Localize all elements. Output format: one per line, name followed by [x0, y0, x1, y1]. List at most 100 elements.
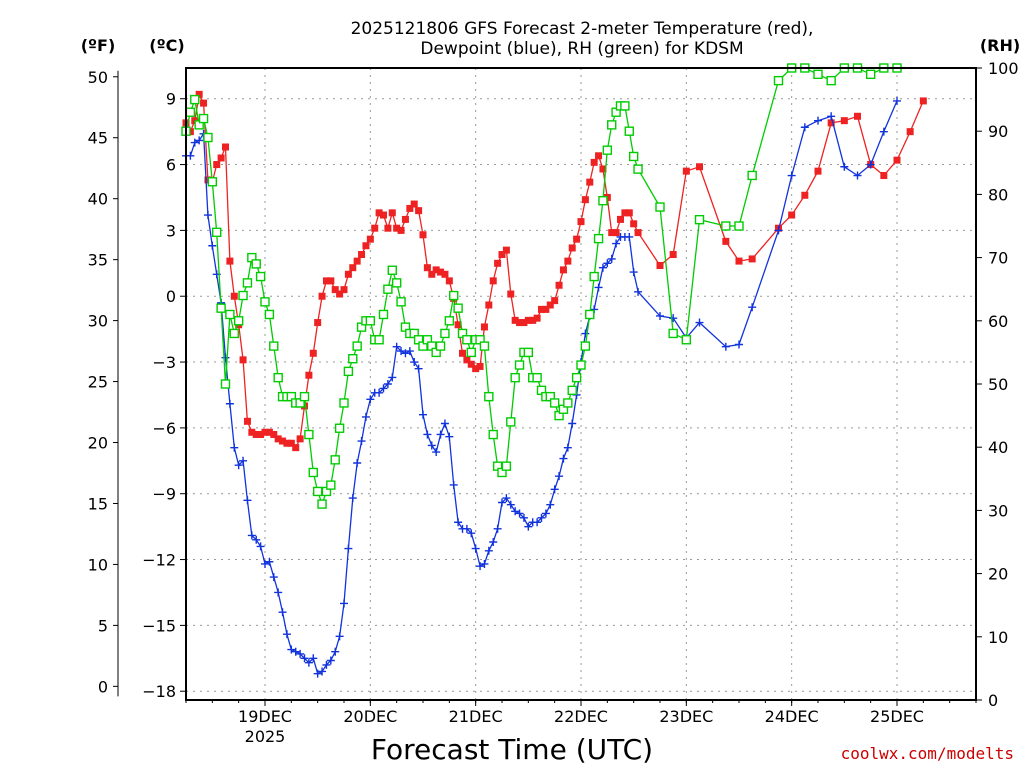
temperature-point — [371, 224, 379, 232]
x-tick-label: 24DEC — [765, 707, 819, 726]
temperature-point — [257, 430, 265, 438]
dewpoint-point — [787, 171, 796, 180]
x-tick-label: 22DEC — [554, 707, 608, 726]
rh-point — [269, 341, 279, 351]
dewpoint-point — [357, 437, 366, 446]
temperature-point — [748, 255, 756, 263]
rh-point — [190, 94, 200, 105]
dewpoint-point — [296, 649, 305, 658]
rh-point — [532, 372, 542, 383]
temperature-series — [182, 90, 927, 452]
rh-point — [576, 360, 586, 370]
dewpoint-point — [467, 529, 476, 538]
temperature-point — [555, 281, 563, 289]
rh-point — [549, 398, 560, 408]
dewpoint-point — [269, 573, 278, 582]
dewpoint-point — [827, 112, 836, 121]
credit-link[interactable]: coolwx.com/modelts — [841, 744, 1014, 763]
temperature-point — [538, 305, 545, 313]
rh-point — [585, 309, 595, 320]
rh-point — [220, 379, 231, 389]
chart-title-line1: 2025121806 GFS Forecast 2-meter Temperat… — [351, 19, 814, 39]
temperature-point — [243, 417, 251, 425]
dewpoint-point — [634, 287, 643, 296]
y-tick-f-label: 10 — [88, 555, 108, 574]
y-tick-rh-label: 40 — [988, 438, 1008, 457]
dewpoint-point — [239, 456, 248, 465]
y-tick-c-label: −18 — [142, 682, 176, 701]
rh-point — [826, 75, 836, 86]
dewpoint-point — [379, 384, 388, 393]
rh-point — [229, 328, 239, 339]
dewpoint-point — [331, 647, 340, 656]
rh-line — [185, 67, 897, 507]
temperature-point — [814, 167, 822, 175]
rh-point — [352, 341, 362, 351]
temperature-point — [314, 319, 322, 327]
dewpoint-point — [318, 667, 327, 676]
dewpoint-point — [432, 448, 441, 457]
temperature-point — [551, 297, 559, 305]
temperature-point — [459, 349, 466, 357]
rh-point — [607, 120, 617, 130]
rh-point — [299, 391, 310, 402]
temperature-point — [344, 270, 352, 278]
rh-point — [435, 341, 446, 351]
dewpoint-point — [423, 430, 432, 439]
dewpoint-point — [546, 500, 555, 509]
rh-point — [383, 284, 393, 294]
dewpoint-point — [195, 136, 204, 145]
temperature-point — [340, 286, 348, 294]
rh-point — [479, 341, 490, 351]
rh-point — [624, 126, 634, 136]
rh-axis-unit: (RH) — [980, 36, 1020, 55]
temperature-point — [480, 323, 488, 331]
temperature-point — [502, 246, 510, 254]
y-tick-f-label: 15 — [88, 494, 108, 513]
dewpoint-point — [462, 524, 471, 533]
dewpoint-point — [225, 399, 234, 408]
y-tick-f-label: 40 — [88, 190, 108, 209]
temperature-point — [287, 439, 295, 447]
temperature-point — [564, 257, 572, 265]
dewpoint-point — [695, 318, 704, 327]
dewpoint-point — [265, 557, 274, 566]
dewpoint-point — [550, 485, 559, 494]
y-tick-f-label: 50 — [88, 68, 108, 87]
dewpoint-point — [625, 232, 634, 241]
rh-point — [185, 107, 196, 117]
dewpoint-series — [182, 96, 901, 678]
rh-point — [207, 177, 218, 187]
dewpoint-point — [405, 347, 414, 356]
dewpoint-point — [598, 263, 607, 272]
temperature-point — [656, 262, 664, 269]
temperature-point — [406, 204, 414, 212]
y-tick-rh-label: 30 — [988, 501, 1008, 520]
x-tick-label: 25DEC — [870, 707, 924, 726]
x-tick-label: 21DEC — [449, 707, 503, 726]
rh-point — [308, 467, 318, 478]
dewpoint-point — [581, 329, 590, 338]
rh-point — [580, 341, 591, 351]
y-tick-f-label: 35 — [88, 251, 108, 270]
rh-point — [216, 303, 226, 313]
rh-point — [602, 145, 613, 155]
rh-point — [326, 480, 336, 490]
dewpoint-point — [304, 658, 313, 667]
rh-point — [233, 316, 244, 326]
fahrenheit-axis-unit: (ºF) — [81, 36, 116, 55]
dewpoint-point — [603, 259, 612, 268]
dewpoint-point — [414, 364, 423, 373]
temperature-point — [494, 259, 502, 267]
dewpoint-point — [419, 410, 427, 419]
rh-point — [721, 221, 731, 231]
rh-point — [593, 233, 604, 244]
dewpoint-point — [559, 454, 568, 463]
dewpoint-point — [449, 480, 458, 489]
rh-point — [506, 417, 516, 427]
temperature-point — [463, 356, 471, 364]
temperature-point — [621, 209, 629, 217]
temperature-point — [696, 163, 703, 171]
dewpoint-point — [515, 509, 524, 518]
